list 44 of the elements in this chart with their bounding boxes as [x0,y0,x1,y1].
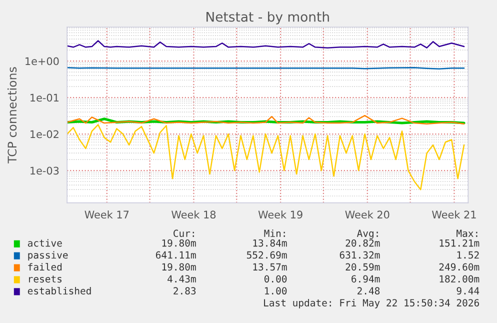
y-tick-label: 1e-02 [30,130,58,138]
text: 1.52 [457,251,479,259]
x-tick-label: Week 17 [84,210,129,219]
legend-label: failed [28,263,62,271]
text: 641.11m [156,251,196,259]
legend-label: resets [29,276,62,283]
x-tick-label: Week 21 [432,210,476,219]
legend-label: established [28,286,91,295]
text: 151.21m [440,239,480,247]
text: 4.43m [168,275,196,283]
text: 182.00m [440,275,480,283]
text: 631.32m [340,251,380,259]
text: 0.00 [264,275,287,283]
text: Min: [264,229,285,237]
chart-title: Netstat - by month [206,12,329,24]
x-tick-label: Week 20 [345,210,390,219]
legend-label: passive [28,251,68,261]
x-tick-label: Week 19 [258,210,302,219]
y-tick-label: 1e+00 [26,57,59,66]
legend-label: active [28,239,62,247]
text: 20.82m [346,239,380,247]
text: 6.94m [352,275,380,283]
text: 19.80m [162,263,196,271]
text: 2.83 [174,287,196,295]
text: 19.80m [162,239,196,247]
text: 249.60m [439,263,480,271]
text: 1.00 [265,287,287,295]
text: 13.57m [253,263,287,271]
text: 552.69m [246,251,287,259]
text: Max: [456,230,478,238]
line-series [67,124,465,190]
text: 20.59m [346,263,380,271]
text: 2.48 [358,287,380,295]
y-tick-label: 1e-03 [30,166,59,175]
text: 13.84m [253,239,287,247]
text: Last update: Fri May 22 15:50:34 2026 [264,298,479,308]
text: 9.44 [456,287,480,295]
line-series [67,40,465,48]
y-axis-title: TCP connections [7,67,17,164]
x-tick-label: Week 18 [172,210,216,219]
text: Avg: [356,230,378,239]
text: Cur: [174,230,194,238]
line-series [67,114,465,124]
y-tick-label: 1e-01 [30,94,58,102]
